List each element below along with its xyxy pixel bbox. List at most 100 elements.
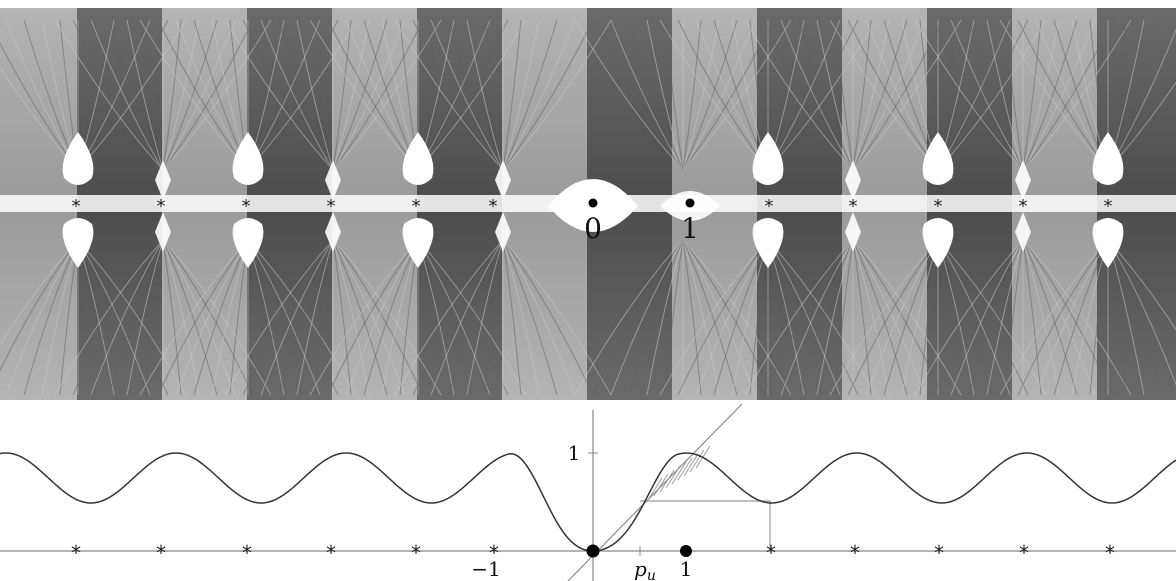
fractal-strand — [502, 239, 522, 396]
fractal-strand — [126, 19, 164, 171]
fractal-image: * * * * * * * * * * * 0 1 — [0, 8, 1176, 400]
fractal-strand — [332, 19, 370, 171]
fractal-strand — [309, 19, 419, 171]
basin-upper — [62, 132, 94, 185]
fractal-strand — [937, 239, 1011, 396]
hatch-line — [665, 465, 681, 489]
fractal-strand — [484, 19, 504, 171]
fractal-strand — [646, 239, 684, 396]
origin-dot — [586, 544, 600, 558]
basin-small — [495, 212, 511, 252]
fractal-strand — [914, 19, 1024, 171]
fractal-strand — [682, 19, 774, 171]
basin-upper — [232, 132, 264, 185]
fractal-strand — [682, 239, 792, 396]
fractal-strand — [309, 239, 419, 396]
axis-star: * — [326, 541, 336, 565]
fractal-strand — [54, 19, 164, 171]
fractal-strand — [762, 19, 854, 171]
fractal-strand — [502, 19, 612, 171]
fractal-strand — [767, 19, 877, 171]
fractal-strand — [816, 19, 854, 171]
label-y-one: 1 — [568, 441, 581, 465]
fractal-strand — [695, 239, 769, 396]
fractal-strand — [162, 239, 200, 396]
axis-star: * — [489, 541, 499, 565]
fractal-strand — [798, 19, 854, 171]
hatch-line — [677, 457, 693, 481]
fractal-strand — [0, 239, 79, 346]
fractal-strand — [816, 239, 854, 396]
hatch-line — [659, 469, 675, 493]
basin-lower — [402, 218, 434, 268]
fractal-strand — [332, 239, 370, 396]
fractal-strand — [394, 239, 504, 396]
fractal-strand — [767, 239, 841, 396]
fractal-star: * — [1019, 196, 1028, 217]
fractal-strand — [162, 19, 254, 171]
fractal-stars: * * * * * * * * * * * — [72, 196, 1113, 217]
fractal-strand — [592, 19, 684, 171]
axis-star: * — [934, 541, 944, 565]
fractal-dot-zero — [588, 198, 598, 208]
fractal-strand — [852, 239, 926, 396]
basin-small — [155, 212, 171, 252]
fractal-strand — [1022, 19, 1114, 171]
fractal-strand — [762, 239, 854, 396]
basin-upper — [922, 132, 954, 185]
fractal-strand — [247, 239, 357, 396]
fractal-strand — [574, 239, 684, 396]
fractal-strand — [90, 19, 164, 171]
fractal-strand — [829, 19, 939, 171]
fractal-strand — [162, 239, 182, 396]
fractal-strand — [950, 19, 1024, 171]
fractal-strand — [466, 19, 504, 171]
label-x-one: 1 — [680, 557, 693, 581]
fractal-strand — [332, 19, 424, 171]
fractal-strand — [242, 239, 334, 396]
fractal-strand — [574, 19, 684, 171]
fractal-strand — [77, 19, 187, 171]
fractal-strand — [1022, 19, 1096, 171]
fractal-strand — [54, 239, 164, 396]
basin-lower — [1092, 218, 1124, 268]
fractal-strand — [126, 239, 164, 396]
fractal-strand — [610, 19, 684, 171]
label-p-u-sub: u — [647, 568, 656, 581]
fractal-strand — [1107, 239, 1176, 331]
hatch-line — [647, 477, 663, 501]
fractal-label-zero: 0 — [584, 212, 602, 245]
fractal-dot-one — [685, 198, 695, 208]
fractal-strand — [77, 239, 151, 396]
fractal-strand — [332, 239, 352, 396]
fractal-strand — [332, 239, 442, 396]
fractal-strand — [682, 239, 720, 396]
fractal-strand — [1022, 239, 1096, 396]
label-p-u: pu — [634, 557, 656, 581]
axis-star: * — [850, 541, 860, 565]
fractal-strand — [852, 239, 872, 396]
basin-small — [495, 160, 511, 200]
basin-upper — [1092, 132, 1124, 185]
fractal-strand — [162, 19, 200, 171]
fractal-strand — [466, 239, 504, 396]
fractal-strand — [1022, 19, 1042, 171]
fractal-star: * — [412, 196, 421, 217]
fractal-strand — [162, 19, 182, 171]
fractal-strand — [314, 239, 334, 396]
fractal-star: * — [327, 196, 336, 217]
fractal-strand — [682, 19, 738, 171]
fractal-strand — [1022, 19, 1132, 171]
fractal-strand — [5, 239, 79, 396]
fractal-strand — [847, 239, 939, 396]
fractal-strand — [659, 19, 769, 171]
orbit-horizontal — [640, 500, 771, 551]
fractal-strand — [0, 66, 79, 171]
fractal-strand — [798, 239, 854, 396]
fractal-strand — [242, 19, 334, 171]
fractal-strand — [664, 19, 684, 171]
fractal-star: * — [765, 196, 774, 217]
fractal-strand — [139, 239, 249, 396]
fractal-strand — [986, 19, 1024, 171]
fractal-strand — [682, 19, 720, 171]
